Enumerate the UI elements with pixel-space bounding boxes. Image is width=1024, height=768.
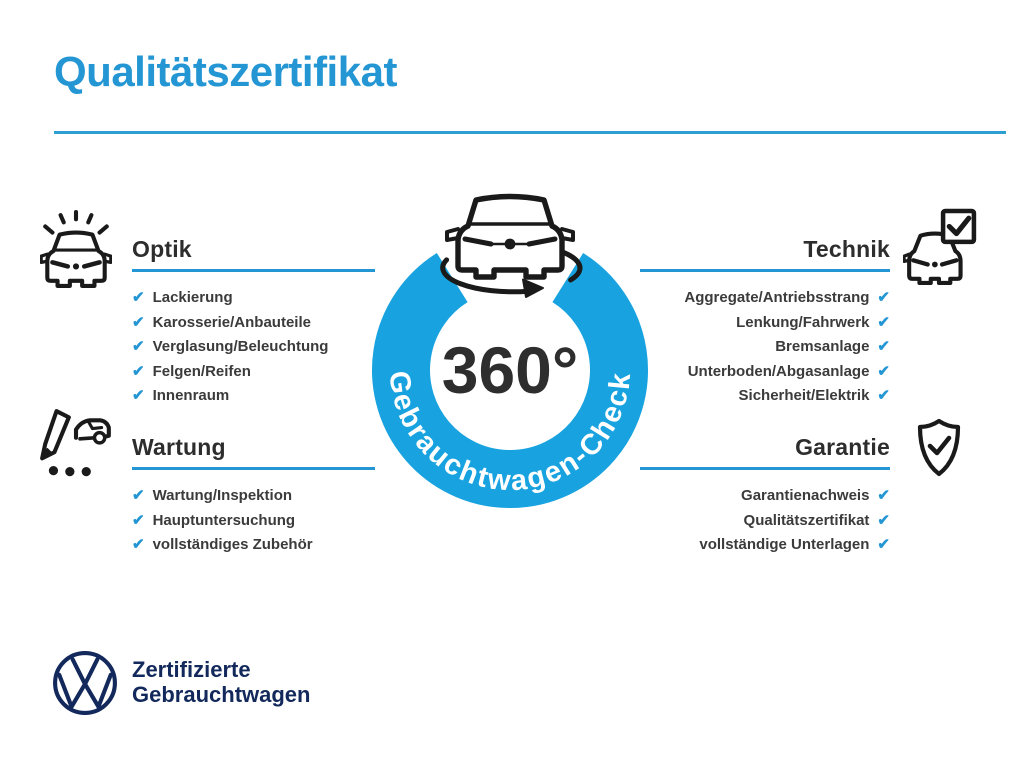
list-item-label: Lackierung <box>152 289 233 306</box>
list-item: Garantienachweis ✔ <box>632 484 890 509</box>
list-item-label: Qualitätszertifikat <box>743 511 870 529</box>
list-item-label: Garantienachweis <box>741 487 870 504</box>
section-garantie-list: Garantienachweis ✔ Qualitätszertifikat ✔ v… <box>632 484 890 558</box>
section-technik-divider <box>640 269 890 272</box>
check-icon: ✔ <box>132 387 145 405</box>
badge-ring <box>372 253 648 508</box>
page-title: Qualitätszertifikat <box>54 48 397 95</box>
list-item: vollständige Unterlagen ✔ <box>632 533 890 558</box>
section-technik: Technik Aggregate/Antriebsstrang ✔ Lenkun… <box>632 236 890 409</box>
list-item: Unterboden/Abgasanlage ✔ <box>632 360 890 385</box>
list-item: Aggregate/Antriebsstrang ✔ <box>632 286 890 311</box>
list-item-label: Wartung/Inspektion <box>152 487 293 504</box>
list-item-label: Unterboden/Abgasanlage <box>687 362 870 380</box>
list-item: Qualitätszertifikat ✔ <box>632 509 890 534</box>
pencil-car-checklist-icon <box>40 409 111 477</box>
section-garantie-divider <box>640 467 890 470</box>
check-icon: ✔ <box>132 338 145 356</box>
list-item-label: Innenraum <box>152 387 230 405</box>
header-divider <box>54 131 1006 134</box>
badge-degree-label: 360° <box>442 333 579 407</box>
section-technik-title: Technik <box>803 236 890 262</box>
list-item: ✔ Innenraum <box>132 384 390 409</box>
check-icon: ✔ <box>132 536 145 554</box>
section-optik-title: Optik <box>132 236 192 262</box>
list-item-label: Bremsanlage <box>775 338 870 356</box>
list-item-label: Sicherheit/Elektrik <box>738 387 870 405</box>
rotating-car-icon <box>445 193 575 280</box>
list-item-label: vollständige Unterlagen <box>699 536 870 554</box>
check-icon: ✔ <box>877 536 890 554</box>
footer-claim: Zertifizierte Gebrauchtwagen <box>132 657 310 707</box>
check-icon: ✔ <box>877 338 890 356</box>
check-icon: ✔ <box>132 313 145 331</box>
list-item-label: Verglasung/Beleuchtung <box>152 338 329 356</box>
section-garantie-title: Garantie <box>795 434 890 460</box>
check-icon: ✔ <box>132 362 145 380</box>
list-item-label: Lenkung/Fahrwerk <box>736 313 870 331</box>
footer-claim-line2: Gebrauchtwagen <box>132 682 311 707</box>
section-wartung: Wartung ✔ Wartung/Inspektion ✔ Hauptunters… <box>132 434 390 558</box>
car-checkbox-icon <box>903 208 977 285</box>
section-technik-list: Aggregate/Antriebsstrang ✔ Lenkung/Fahrwe… <box>632 286 890 409</box>
list-item: Lenkung/Fahrwerk ✔ <box>632 311 890 336</box>
list-item: ✔ Wartung/Inspektion <box>132 484 390 509</box>
list-item-label: Karosserie/Anbauteile <box>152 313 311 331</box>
section-optik-list: ✔ Lackierung ✔ Karosserie/Anbauteile ✔ Verg… <box>132 286 390 409</box>
check-icon: ✔ <box>132 289 145 306</box>
list-item: ✔ Hauptuntersuchung <box>132 509 390 534</box>
shield-check-icon <box>917 418 961 477</box>
list-item: Bremsanlage ✔ <box>632 335 890 360</box>
check-icon: ✔ <box>877 313 890 331</box>
section-wartung-divider <box>132 467 375 470</box>
check-icon: ✔ <box>132 511 145 529</box>
check-icon: ✔ <box>877 362 890 380</box>
section-garantie: Garantie Garantienachweis ✔ Qualitätszert… <box>632 434 890 558</box>
shining-car-icon <box>40 210 112 288</box>
list-item: ✔ Felgen/Reifen <box>132 360 390 385</box>
vw-logo <box>53 651 117 715</box>
list-item-label: Aggregate/Antriebsstrang <box>684 289 870 306</box>
check-icon: ✔ <box>877 387 890 405</box>
list-item: Sicherheit/Elektrik ✔ <box>632 384 890 409</box>
list-item-label: Felgen/Reifen <box>152 362 251 380</box>
section-optik: Optik ✔ Lackierung ✔ Karosserie/Anbauteile… <box>132 236 390 409</box>
list-item: ✔ vollständiges Zubehör <box>132 533 390 558</box>
check-icon: ✔ <box>877 511 890 529</box>
list-item-label: vollständiges Zubehör <box>152 536 313 554</box>
check-icon: ✔ <box>877 289 890 306</box>
360-check-badge: Gebrauchtwagen-Check 360° <box>372 193 648 508</box>
check-icon: ✔ <box>877 487 890 504</box>
check-icon: ✔ <box>132 487 145 504</box>
list-item: ✔ Karosserie/Anbauteile <box>132 311 390 336</box>
section-optik-divider <box>132 269 375 272</box>
section-wartung-title: Wartung <box>132 434 226 460</box>
footer-claim-line1: Zertifizierte <box>132 657 251 682</box>
list-item: ✔ Lackierung <box>132 286 390 311</box>
list-item-label: Hauptuntersuchung <box>152 511 296 529</box>
list-item: ✔ Verglasung/Beleuchtung <box>132 335 390 360</box>
section-wartung-list: ✔ Wartung/Inspektion ✔ Hauptuntersuchung ✔… <box>132 484 390 558</box>
